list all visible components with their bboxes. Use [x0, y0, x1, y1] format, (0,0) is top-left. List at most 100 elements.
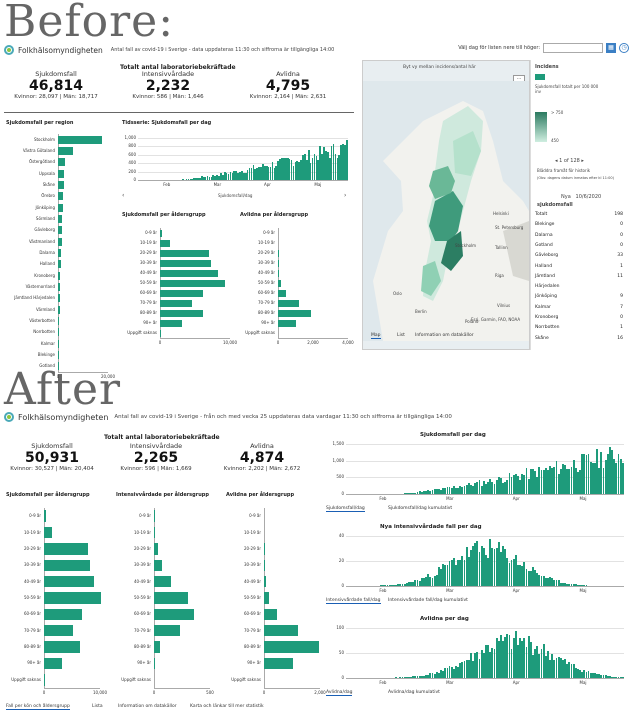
timeseries-gridline: [138, 171, 348, 173]
daily-chart-2-bar: [604, 675, 607, 678]
daily-chart-2-bar: [568, 662, 571, 678]
date-input[interactable]: [543, 43, 603, 53]
timeseries-bar: [332, 143, 335, 180]
after-age-icu-bar: [154, 625, 181, 637]
timeseries-bar: [273, 167, 276, 180]
prev-arrow-icon[interactable]: ‹: [122, 192, 125, 199]
legend-panel: Incidens Sjukdomsfall totalt per 100 000…: [530, 60, 630, 350]
after-age-icu-tick: 500: [206, 690, 214, 695]
timeseries-bar: [342, 144, 344, 180]
timeseries-bar: [298, 162, 300, 180]
org-name: Folkhälsomyndigheten: [18, 45, 103, 55]
sweden-map[interactable]: [363, 81, 529, 341]
after-dashboard: Folkhälsomyndigheten Antal fall av covid…: [0, 408, 631, 720]
calendar-icon[interactable]: ▦: [606, 43, 616, 53]
tab-list[interactable]: Lista: [92, 704, 103, 709]
timeseries-xlabel[interactable]: Sjukdomsfall/dag: [218, 193, 253, 198]
age-cases-label: 70-79 år: [140, 300, 157, 305]
region-bar: [58, 260, 61, 269]
daily-chart-1-bar: [485, 555, 487, 586]
tab-map[interactable]: Map: [371, 333, 381, 339]
daily-chart-0-bar: [591, 462, 594, 494]
region-label: Västerbotten: [29, 318, 55, 323]
daily-chart-0-bar: [416, 492, 419, 494]
daily-chart-0-bar: [480, 485, 483, 494]
daily-chart-2-bar: [427, 675, 430, 678]
timeseries-baseline: [138, 180, 348, 181]
daily-chart-2-bar: [474, 653, 477, 678]
timeseries-bar: [241, 170, 243, 180]
daily-chart-tab[interactable]: Sjukdomsfall/dag: [326, 506, 365, 512]
age-cases-label: 50-59 år: [140, 280, 157, 285]
daily-chart-0-bar: [570, 466, 573, 494]
pager-next-icon[interactable]: ▸: [579, 158, 584, 164]
list-item: Härjedalen: [535, 284, 623, 289]
daily-chart-0-bar: [455, 487, 457, 494]
list-item: Blekinge 0: [535, 222, 623, 227]
daily-chart-0-bar: [437, 488, 440, 494]
daily-chart-1-bar: [547, 577, 549, 586]
age-deaths-bar: [278, 309, 312, 317]
list-item-value: 198: [614, 212, 623, 217]
map-view[interactable]: Byt vy mellan incidens/antal här ··· Osl…: [362, 60, 530, 350]
timeseries-bar: [264, 166, 266, 180]
daily-chart-1-bar: [399, 583, 402, 586]
daily-chart-1-bar: [446, 564, 449, 586]
daily-chart-1-bar: [570, 584, 573, 586]
list-item: Kronoberg 0: [535, 315, 623, 320]
map-city-label: Riga: [495, 273, 504, 278]
daily-chart-tab[interactable]: Avlidna/dag: [326, 690, 353, 696]
daily-chart-2-bar: [508, 634, 511, 678]
daily-chart-tab[interactable]: Intensivvårdade fall/dag: [326, 598, 381, 604]
age-deaths-bar: [278, 279, 282, 287]
tab-map-links[interactable]: Karta och länkar till mer statistik: [190, 704, 264, 709]
daily-chart-0-bar: [478, 480, 481, 494]
clock-icon[interactable]: ◷: [619, 43, 629, 53]
region-label: Blekinge: [37, 352, 55, 357]
tab-info[interactable]: Information om datakällor: [415, 333, 474, 338]
age-deaths-label: 40-49 år: [258, 270, 275, 275]
list-date-value: 10/6/2020: [575, 194, 602, 200]
kpi-cases-title: Sjukdomsfall: [31, 442, 73, 450]
tab-list[interactable]: List: [397, 333, 405, 338]
daily-chart-1-bar: [491, 547, 494, 586]
daily-chart-1-bar: [559, 582, 562, 586]
region-baseline: [58, 372, 108, 373]
age-deaths-label: 0-9 år: [263, 230, 275, 235]
daily-chart-tab-cumulative[interactable]: Intensivvårdade fall/dag kumulativt: [388, 598, 468, 603]
pager-prev-icon[interactable]: ◂: [555, 158, 560, 164]
daily-chart-0-bar: [482, 480, 485, 494]
kpi-cases-value: 50,931: [24, 450, 80, 466]
daily-chart-1-bar: [429, 577, 432, 586]
after-age-cases-label: Uppgift saknas: [11, 676, 41, 682]
daily-chart-tab-cumulative[interactable]: Avlidna/dag kumulativt: [388, 690, 440, 695]
timeseries-bar: [290, 159, 293, 180]
daily-chart-0-bar: [467, 482, 470, 494]
timeseries-bar: [191, 178, 194, 180]
age-cases-bar: [160, 309, 203, 317]
daily-chart-0-bar: [559, 469, 562, 494]
daily-chart-1-bar: [470, 550, 472, 586]
tab-info[interactable]: Information om datakällor: [118, 704, 177, 709]
daily-chart-tab-cumulative[interactable]: Sjukdomsfall/dag kumulativt: [388, 506, 453, 511]
age-cases-label: 60-69 år: [140, 290, 157, 295]
timeseries-bar: [275, 165, 278, 180]
daily-chart-2-bar: [465, 660, 468, 678]
next-arrow-icon[interactable]: ›: [344, 192, 347, 199]
after-age-cases-label: 0-9 år: [29, 513, 41, 519]
daily-chart-2-bar: [525, 646, 528, 678]
timeseries-gridline: [138, 138, 348, 139]
list-item: Gävleborg 33: [535, 253, 623, 258]
daily-chart-1-bar: [566, 583, 569, 586]
age-deaths-baseline: [278, 338, 348, 339]
tab-gender-age[interactable]: Fall per kön och åldersgrupp: [6, 704, 70, 710]
kpi-icu: Intensivvårdade 2,265 Kvinnor: 596 | Män…: [106, 442, 206, 472]
daily-chart-2-bar: [435, 672, 438, 678]
kpi-cases-value: 46,814: [28, 78, 84, 94]
daily-chart-0-bar: [408, 493, 410, 494]
map-toggle[interactable]: Byt vy mellan incidens/antal här: [403, 65, 476, 70]
daily-chart-2-bar: [613, 676, 616, 678]
daily-chart-2-bar: [517, 644, 519, 678]
daily-chart-0-bar: [596, 449, 599, 494]
age-cases-bar: [160, 259, 212, 267]
